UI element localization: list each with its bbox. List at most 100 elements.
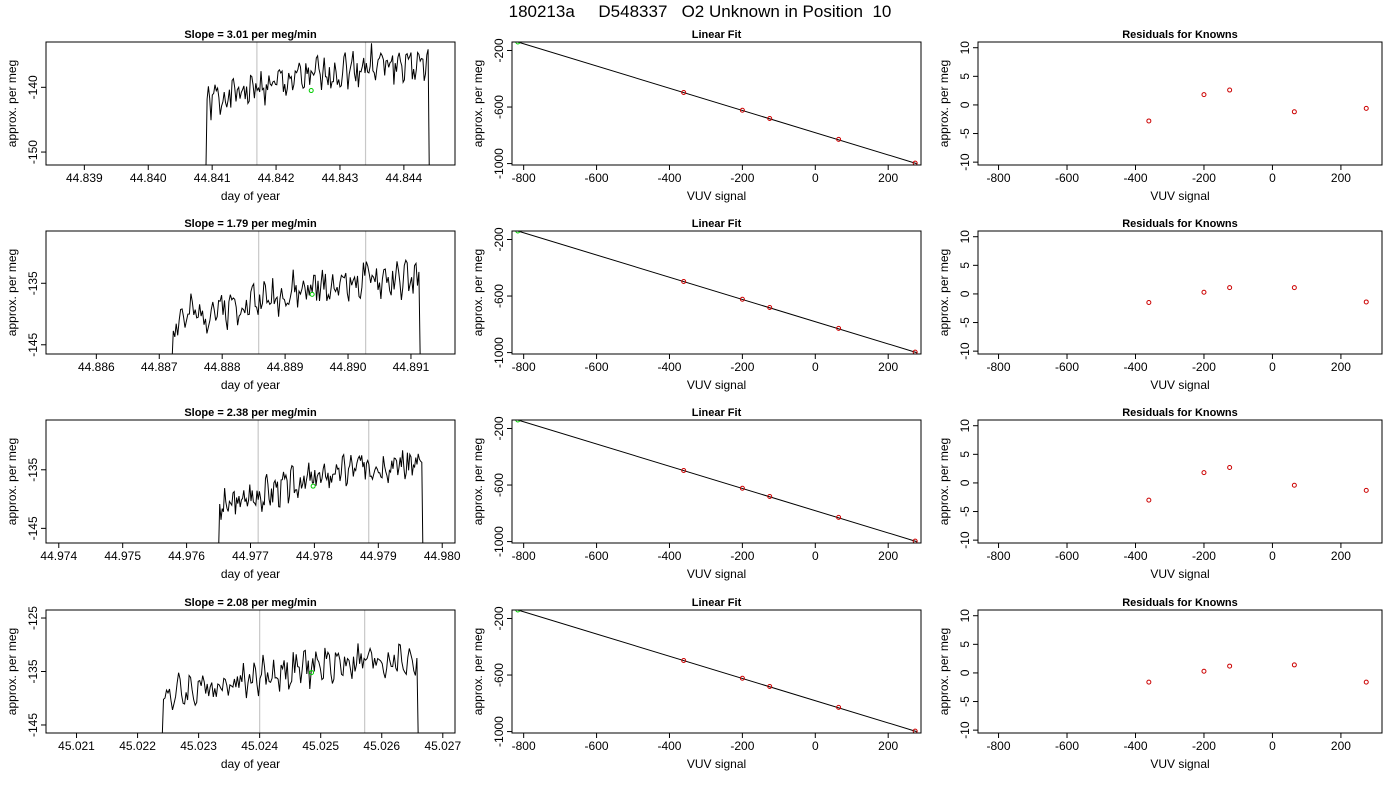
y-tick-label: -1000 <box>492 148 506 179</box>
y-axis-label: approx. per meg <box>5 438 19 525</box>
trace-line <box>205 43 430 165</box>
y-tick-label: 10 <box>958 41 972 55</box>
plot-frame <box>45 609 456 734</box>
y-axis-label: approx. per meg <box>937 628 951 715</box>
unknown-point <box>308 88 314 94</box>
known-point <box>1227 87 1233 93</box>
x-tick-label: 0 <box>1269 739 1276 753</box>
y-tick-label: -200 <box>492 38 506 62</box>
known-point <box>1146 118 1152 124</box>
y-axis-label: approx. per meg <box>471 438 485 525</box>
chart-panel: Residuals for Knowns -800 -600 -400 -200 0 200… <box>937 218 1383 392</box>
plot-frame <box>977 419 1383 544</box>
x-tick-label: -200 <box>730 739 754 753</box>
x-tick-label: 200 <box>878 739 898 753</box>
known-point <box>739 107 745 113</box>
y-tick-label: 10 <box>958 230 972 244</box>
trace-line <box>171 258 421 354</box>
x-tick-label: 44.888 <box>204 360 241 374</box>
plot-frame <box>511 419 922 544</box>
plot-frame <box>511 230 922 355</box>
x-tick-label: -200 <box>1192 360 1216 374</box>
known-point <box>1146 300 1152 306</box>
plot-frame <box>977 230 1383 355</box>
x-axis-label: day of year <box>221 567 280 581</box>
y-tick-label: -10 <box>958 721 972 739</box>
x-tick-label: -400 <box>657 171 681 185</box>
y-tick-label: 10 <box>958 419 972 433</box>
x-tick-label: 44.976 <box>168 549 205 563</box>
x-tick-label: 44.887 <box>141 360 178 374</box>
fit-line <box>517 42 917 165</box>
x-tick-label: 44.843 <box>322 171 359 185</box>
chart-panel: Slope = 2.08 per meg/min 45.021 45.022 45.0… <box>5 597 461 771</box>
plot-frame <box>511 609 922 734</box>
plot-frame <box>45 41 456 166</box>
x-tick-label: 44.839 <box>66 171 103 185</box>
y-tick-label: -145 <box>26 516 40 540</box>
x-axis-label: VUV signal <box>687 757 746 771</box>
plot-frame <box>45 419 456 544</box>
y-tick-label: 10 <box>958 609 972 623</box>
known-point <box>1363 299 1369 305</box>
chart-panel: Residuals for Knowns -800 -600 -400 -200 0 200… <box>937 407 1383 581</box>
known-point <box>767 493 773 499</box>
x-tick-label: -800 <box>512 549 536 563</box>
known-point <box>1291 109 1297 115</box>
plot-area <box>205 42 430 165</box>
chart-title: Linear Fit <box>692 29 742 41</box>
y-tick-label: -200 <box>492 227 506 251</box>
known-point <box>912 160 918 165</box>
chart-panel: Linear Fit -800 -600 -400 -200 0 200 -200 -600 -1… <box>471 597 922 771</box>
y-tick-label: 0 <box>958 479 972 486</box>
y-tick-label: -1000 <box>492 716 506 747</box>
x-tick-label: 200 <box>1331 739 1351 753</box>
known-point <box>1227 285 1233 291</box>
x-tick-label: -400 <box>1123 360 1147 374</box>
chart-panel: Residuals for Knowns -800 -600 -400 -200 0 200… <box>937 597 1383 771</box>
known-point <box>836 325 842 331</box>
unknown-point <box>515 42 521 45</box>
x-tick-label: -400 <box>657 360 681 374</box>
known-point <box>1201 470 1207 476</box>
x-tick-label: -800 <box>987 360 1011 374</box>
chart-title: Residuals for Knowns <box>1122 218 1238 230</box>
x-tick-label: -600 <box>1055 171 1079 185</box>
chart-panel: Slope = 3.01 per meg/min 44.839 44.840 44.8… <box>5 29 456 203</box>
x-tick-label: 0 <box>812 171 819 185</box>
x-tick-label: 200 <box>1331 360 1351 374</box>
fit-line <box>517 420 917 543</box>
known-point <box>1363 105 1369 111</box>
x-tick-label: -600 <box>585 549 609 563</box>
x-tick-label: -400 <box>1123 549 1147 563</box>
x-tick-label: -800 <box>512 360 536 374</box>
x-tick-label: 44.886 <box>78 360 115 374</box>
x-axis-label: day of year <box>221 757 280 771</box>
known-point <box>681 657 687 663</box>
x-tick-label: -600 <box>585 739 609 753</box>
known-point <box>912 538 918 543</box>
plot-area <box>161 610 419 733</box>
x-axis-label: day of year <box>221 378 280 392</box>
x-axis-label: VUV signal <box>687 567 746 581</box>
x-tick-label: 200 <box>878 171 898 185</box>
x-tick-label: -800 <box>512 739 536 753</box>
y-tick-label: 5 <box>958 262 972 269</box>
y-tick-label: -600 <box>492 284 506 308</box>
y-axis-label: approx. per meg <box>471 60 485 147</box>
x-tick-label: -800 <box>512 171 536 185</box>
known-point <box>1201 668 1207 674</box>
known-point <box>767 304 773 310</box>
x-tick-label: -200 <box>1192 171 1216 185</box>
x-tick-label: -200 <box>730 549 754 563</box>
y-tick-label: 0 <box>958 101 972 108</box>
y-axis-label: approx. per meg <box>471 249 485 336</box>
x-tick-label: 45.023 <box>180 739 217 753</box>
known-point <box>1363 487 1369 493</box>
chart-panel: Linear Fit -800 -600 -400 -200 0 200 -200 -600 -1… <box>471 218 922 392</box>
y-axis-label: approx. per meg <box>5 249 19 336</box>
x-tick-label: -200 <box>1192 739 1216 753</box>
x-tick-label: 44.978 <box>296 549 333 563</box>
y-tick-label: -10 <box>958 531 972 549</box>
x-tick-label: -800 <box>987 171 1011 185</box>
